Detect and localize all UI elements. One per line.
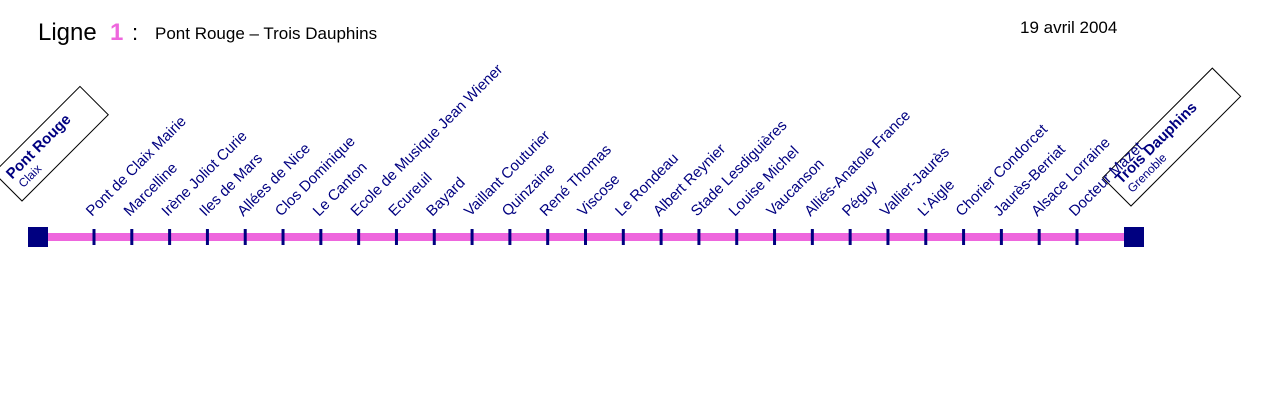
- station-tick: [1037, 229, 1041, 245]
- terminal-frame: [0, 85, 109, 202]
- station-tick: [924, 229, 928, 245]
- terminal-square: [1124, 227, 1144, 247]
- colon: :: [132, 20, 138, 45]
- station-tick: [773, 229, 777, 245]
- terminal-frame: [1102, 67, 1242, 207]
- station-tick: [584, 229, 587, 245]
- station-tick: [92, 229, 96, 245]
- station-tick: [168, 229, 172, 245]
- station-tick: [508, 229, 512, 245]
- station-tick: [357, 229, 361, 245]
- station-tick: [243, 229, 247, 245]
- station-tick: [697, 229, 701, 245]
- station-tick: [659, 229, 663, 245]
- station-tick: [470, 229, 474, 245]
- station-tick: [319, 229, 323, 245]
- station-tick: [621, 229, 625, 245]
- station-tick: [546, 229, 550, 245]
- station-tick: [735, 229, 739, 245]
- station-tick: [810, 229, 814, 245]
- station-tick: [886, 229, 890, 245]
- station-tick: [999, 229, 1003, 245]
- station-tick: [1075, 229, 1079, 245]
- ligne-label: Ligne: [38, 19, 97, 46]
- terminal-square: [28, 227, 48, 247]
- station-tick: [962, 229, 966, 245]
- date: 19 avril 2004: [1020, 18, 1117, 37]
- station-tick: [205, 229, 209, 245]
- station-tick: [848, 229, 852, 245]
- station-tick: [281, 229, 285, 245]
- station-tick: [432, 229, 436, 245]
- station-tick: [394, 229, 398, 245]
- station-tick: [130, 229, 134, 245]
- route: Pont Rouge – Trois Dauphins: [155, 24, 377, 43]
- line-number: 1: [110, 19, 123, 46]
